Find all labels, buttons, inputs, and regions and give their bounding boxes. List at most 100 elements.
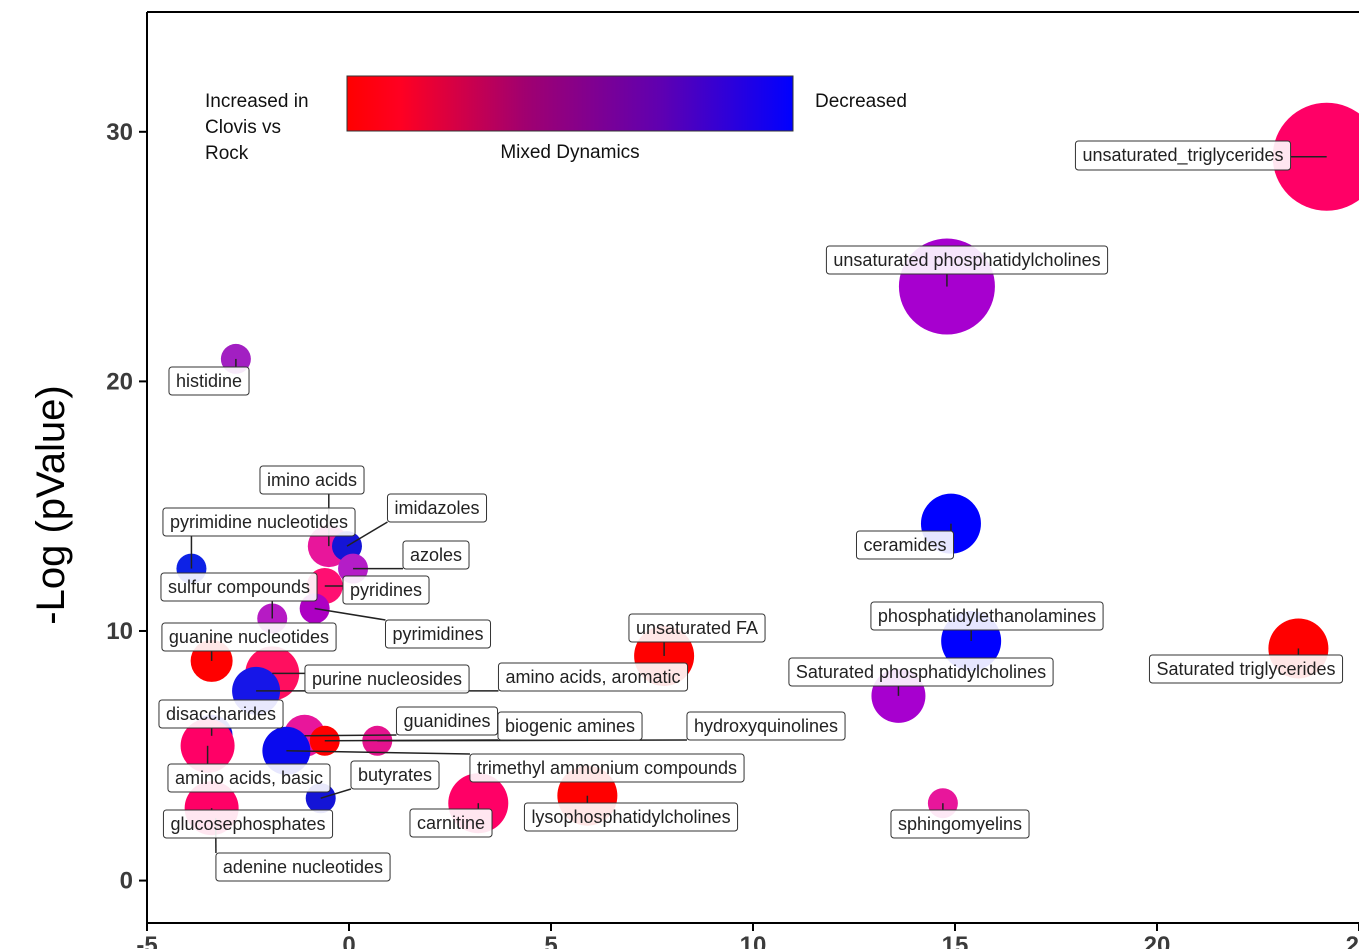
point-label-box — [855, 530, 955, 560]
point-label-text: guanidines — [403, 711, 490, 731]
point-label-text: carnitine — [417, 813, 485, 833]
point-label: azoles — [402, 540, 470, 570]
point-label-box — [167, 763, 331, 793]
legend-gradient-bar — [346, 75, 794, 132]
point-label-text: glucosephosphates — [170, 814, 325, 834]
x-tick-label: -5 — [136, 932, 157, 949]
y-tick-label: 30 — [106, 119, 133, 146]
point-labels: unsaturated_triglycerides unsaturated pho… — [158, 140, 1344, 882]
x-tick-label: 25 — [1346, 932, 1359, 949]
label-boxes: unsaturated_triglycerides unsaturated pho… — [158, 140, 1344, 882]
point-label-box — [1148, 654, 1344, 684]
point-label: trimethyl ammonium compounds — [469, 753, 745, 783]
point-label-box — [523, 802, 739, 832]
point-label-box — [162, 809, 334, 839]
point-label: butyrates — [350, 760, 440, 790]
point-label: guanidines — [395, 706, 499, 736]
point-label: disaccharides — [158, 699, 284, 729]
point-label-box — [162, 507, 356, 537]
point-label-box — [788, 657, 1054, 687]
point-label-box — [160, 572, 318, 602]
point-label: unsaturated_triglycerides — [1074, 140, 1292, 171]
point-label: sphingomyelins — [890, 809, 1030, 839]
point-label-text: azoles — [410, 545, 462, 565]
point-label-box — [628, 613, 766, 643]
point-label-text: unsaturated FA — [636, 618, 758, 638]
point-label: sulfur compounds — [160, 572, 318, 602]
point-label: pyridines — [342, 575, 430, 605]
legend-left-label-line1: Increased in — [205, 91, 309, 112]
point-label-text: imino acids — [267, 470, 357, 490]
x-tick-label: 20 — [1144, 932, 1171, 949]
point-label-text: unsaturated_triglycerides — [1082, 145, 1283, 166]
point-label: glucosephosphates — [162, 809, 334, 839]
point-label: histidine — [168, 366, 250, 396]
point-label-box — [168, 366, 250, 396]
y-tick-label: 20 — [106, 368, 133, 395]
point-label-text: trimethyl ammonium compounds — [477, 758, 737, 778]
color-legend: Increased in Clovis vs Rock Mixed Dynami… — [205, 75, 907, 164]
point-label-text: phosphatidylethanolamines — [878, 606, 1096, 626]
y-tick-label: 10 — [106, 618, 133, 645]
point-label-text: disaccharides — [166, 704, 276, 724]
point-label-box — [259, 465, 365, 495]
point-label-text: ceramides — [863, 535, 946, 555]
point-label-box — [469, 753, 745, 783]
point-label: imino acids — [259, 465, 365, 495]
point-label-text: imidazoles — [394, 498, 479, 518]
point-label-text: purine nucleosides — [312, 669, 462, 689]
legend-mid-label: Mixed Dynamics — [500, 142, 639, 163]
point-label-text: histidine — [176, 371, 242, 391]
legend-left-label-line2: Clovis vs — [205, 117, 281, 138]
leader-line — [320, 788, 352, 799]
point-label: ceramides — [855, 530, 955, 560]
point-label-text: sphingomyelins — [898, 814, 1022, 834]
point-label: amino acids, basic — [167, 763, 331, 793]
point-label: pyrimidines — [384, 619, 492, 649]
point-label-text: pyridines — [350, 580, 422, 600]
point-label-text: butyrates — [358, 765, 432, 785]
point-label-text: Saturated triglycerides — [1156, 659, 1335, 679]
point-label: carnitine — [409, 808, 493, 838]
point-label-box — [342, 575, 430, 605]
legend-left-label-line3: Rock — [205, 143, 249, 164]
point-label-box — [825, 245, 1109, 275]
point-label-text: sulfur compounds — [168, 577, 310, 597]
point-label-box — [402, 540, 470, 570]
point-label: pyrimidine nucleotides — [162, 507, 356, 537]
point-label-box — [686, 711, 846, 741]
x-tick-label: 10 — [740, 932, 767, 949]
point-label-box — [890, 809, 1030, 839]
point-label: lysophosphatidylcholines — [523, 802, 739, 832]
point-label-text: amino acids, basic — [175, 768, 323, 788]
point-label-text: unsaturated phosphatidylcholines — [833, 250, 1100, 270]
leader-line — [304, 734, 397, 737]
point-label-box — [409, 808, 493, 838]
point-label: Saturated triglycerides — [1148, 654, 1344, 684]
point-label: adenine nucleotides — [215, 852, 391, 882]
point-label: hydroxyquinolines — [686, 711, 846, 741]
point-label-box — [1074, 140, 1292, 171]
point-label-box — [304, 664, 470, 694]
y-tick-label: 0 — [120, 868, 133, 895]
point-label-box — [215, 852, 391, 882]
point-label-text: pyrimidine nucleotides — [170, 512, 348, 532]
x-tick-label: 15 — [942, 932, 969, 949]
point-label: amino acids, aromatic — [497, 662, 689, 692]
point-label-box — [384, 619, 492, 649]
point-label-box — [870, 601, 1104, 631]
point-label: guanine nucleotides — [161, 622, 337, 652]
legend-right-label: Decreased — [815, 91, 907, 112]
x-tick-label: 0 — [342, 932, 355, 949]
x-tick-label: 5 — [544, 932, 557, 949]
leader-line — [314, 607, 386, 621]
point-label-text: biogenic amines — [505, 716, 635, 736]
leader-line — [346, 521, 388, 547]
axis-ticks: -5 0 5 10 15 20 25 0 10 20 30 — [106, 119, 1359, 949]
point-label: Saturated phosphatidylcholines — [788, 657, 1054, 687]
point-label: imidazoles — [386, 493, 488, 523]
point-label-box — [161, 622, 337, 652]
point-label-text: amino acids, aromatic — [505, 667, 680, 687]
point-label: biogenic amines — [497, 711, 643, 741]
